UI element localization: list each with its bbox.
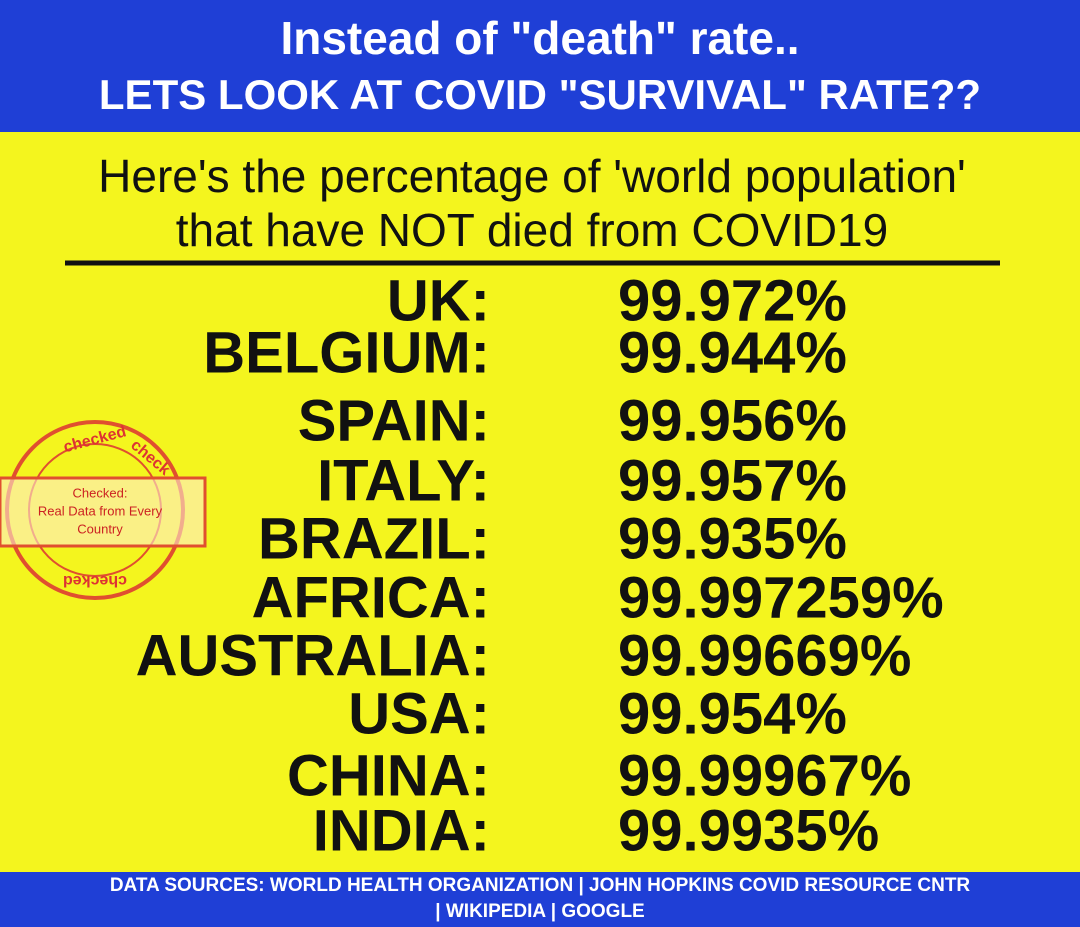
country: UK:: [387, 268, 490, 333]
stamp-ring-text: checked: [63, 572, 127, 589]
survival-rate: 99.944%: [618, 320, 847, 385]
subtitle-line: that have NOT died from COVID19: [176, 204, 888, 256]
stamp: [0, 420, 207, 600]
survival-rate: 99.935%: [618, 506, 847, 571]
country: AFRICA:: [252, 565, 490, 630]
survival-rate: 99.99669%: [618, 623, 911, 688]
survival-rate: 99.99967%: [618, 743, 911, 808]
footer-line: | WIKIPEDIA | GOOGLE: [435, 901, 644, 922]
stamp-text: Real Data from Every: [38, 503, 163, 518]
country: CHINA:: [287, 743, 490, 808]
country: USA:: [348, 681, 490, 746]
country: ITALY:: [317, 448, 490, 513]
survival-rate: 99.972%: [618, 268, 847, 333]
survival-rate: 99.997259%: [618, 565, 944, 630]
header-line: LETS LOOK AT COVID "SURVIVAL" RATE??: [99, 71, 981, 118]
footer-band: [0, 872, 1080, 927]
header-band: [0, 0, 1080, 132]
stamp-text: Checked:: [73, 485, 128, 500]
survival-rate: 99.954%: [618, 681, 847, 746]
survival-rate: 99.956%: [618, 388, 847, 453]
stamp-text: Country: [77, 521, 123, 536]
subtitle-line: Here's the percentage of 'world populati…: [98, 150, 966, 202]
footer-line: DATA SOURCES: WORLD HEALTH ORGANIZATION …: [110, 875, 971, 896]
survival-rate: 99.957%: [618, 448, 847, 513]
header-line: Instead of "death" rate..: [280, 12, 799, 64]
country: SPAIN:: [298, 388, 490, 453]
survival-rate: 99.9935%: [618, 798, 879, 863]
country: AUSTRALIA:: [136, 623, 490, 688]
country: BRAZIL:: [258, 506, 490, 571]
stamp-box: [0, 476, 207, 548]
country: INDIA:: [313, 798, 490, 863]
country: BELGIUM:: [203, 320, 490, 385]
